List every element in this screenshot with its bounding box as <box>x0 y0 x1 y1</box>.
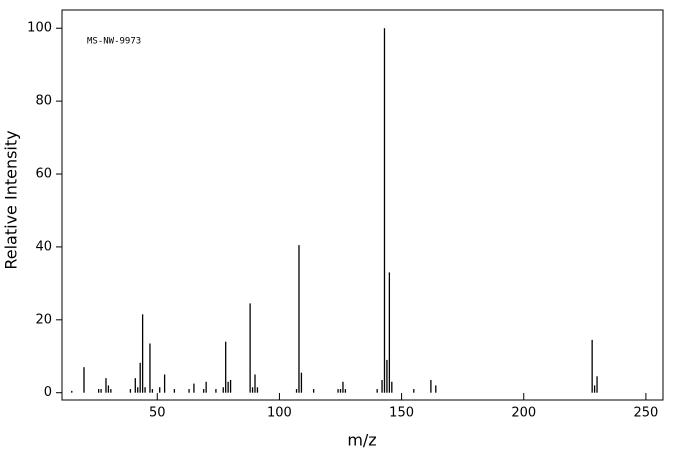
x-tick-label: 150 <box>389 406 414 421</box>
y-axis-label: Relative Intensity <box>2 130 21 269</box>
x-tick-label: 50 <box>149 406 166 421</box>
y-tick-label: 80 <box>35 94 52 109</box>
x-tick-label: 250 <box>633 406 658 421</box>
y-tick-label: 60 <box>35 167 52 182</box>
x-axis-label: m/z <box>347 431 376 450</box>
x-tick-label: 200 <box>511 406 536 421</box>
plot-frame <box>61 9 664 401</box>
annotation: MS-NW-9973 <box>87 37 141 47</box>
x-tick-label: 100 <box>267 406 292 421</box>
y-tick-label: 100 <box>27 21 52 36</box>
y-tick-label: 20 <box>35 312 52 327</box>
y-tick-label: 40 <box>35 239 52 254</box>
y-tick-label: 0 <box>44 385 52 400</box>
